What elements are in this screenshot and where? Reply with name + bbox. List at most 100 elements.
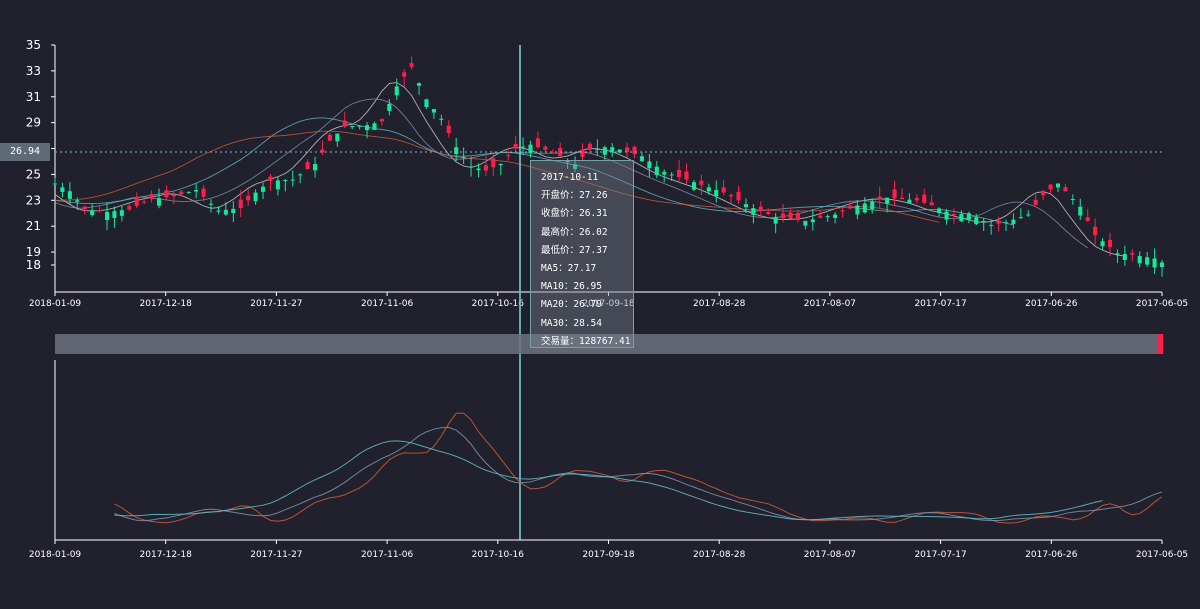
candle-body — [431, 109, 436, 113]
candle-body — [491, 158, 496, 168]
candle-body — [402, 72, 407, 77]
zoom-slider-handle — [1158, 334, 1163, 354]
candle-body — [580, 149, 585, 157]
tooltip-ma20: MA20：26.79 — [541, 299, 602, 311]
x-tick-label: 2017-09-18 — [582, 299, 635, 309]
candle-body — [751, 208, 756, 215]
candle-body — [803, 221, 808, 226]
candle-body — [937, 208, 942, 214]
lower-x-tick-label: 2017-11-27 — [250, 550, 302, 560]
candle-body — [959, 213, 964, 222]
candle-body — [342, 120, 347, 127]
candle-body — [714, 189, 719, 197]
candle-body — [1063, 187, 1068, 192]
candle-body — [699, 180, 704, 185]
lower-x-tick-label: 2018-01-09 — [29, 550, 82, 560]
candle-body — [996, 220, 1001, 224]
crosshair-price-label: 26.94 — [0, 143, 50, 161]
candle-body — [379, 119, 384, 122]
candle-body — [1100, 241, 1105, 247]
candle-body — [1159, 262, 1165, 267]
candle-body — [305, 162, 310, 170]
candle-body — [446, 125, 451, 133]
ma20-line — [54, 117, 1014, 226]
candle-body — [677, 169, 682, 177]
candle-body — [350, 126, 355, 128]
tooltip-ma5: MA5：27.17 — [541, 262, 597, 274]
x-tick-label: 2017-06-05 — [1136, 299, 1188, 309]
candle-body — [922, 194, 927, 203]
candle-body — [1145, 257, 1150, 265]
x-tick-label: 2017-11-27 — [250, 299, 302, 309]
candle-body — [1003, 222, 1009, 224]
candle-body — [1085, 217, 1090, 221]
y-tick-label: 29 — [26, 116, 41, 130]
candle-body — [97, 209, 102, 212]
candle-body — [684, 171, 689, 180]
candle-body — [1055, 183, 1061, 188]
candle-body — [275, 180, 280, 190]
lower-x-tick-label: 2017-06-05 — [1136, 550, 1188, 560]
candle-body — [833, 214, 838, 218]
lower-x-tick-label: 2017-11-06 — [361, 550, 414, 560]
y-tick-label: 31 — [26, 90, 41, 104]
candle-body — [238, 199, 243, 209]
candle-body — [186, 192, 191, 194]
tooltip-high: 最高价：26.02 — [541, 226, 608, 238]
candle-body — [142, 201, 147, 203]
candle-body — [476, 168, 481, 171]
candle-body — [260, 186, 266, 192]
candle-body — [662, 171, 667, 175]
candle-body — [521, 146, 526, 148]
candle-body — [417, 83, 422, 86]
candle-body — [90, 210, 95, 216]
candle-body — [372, 123, 377, 130]
candle-body — [82, 206, 87, 210]
candle-body — [283, 180, 288, 182]
candle-body — [885, 197, 890, 204]
candle-body — [855, 205, 860, 215]
candle-body — [788, 212, 793, 220]
candle-body — [877, 196, 882, 200]
candle-body — [67, 191, 72, 199]
x-tick-label: 2017-07-17 — [914, 299, 966, 309]
candle-body — [899, 197, 905, 199]
candle-body — [781, 213, 786, 219]
candle-body — [461, 156, 466, 158]
candle-body — [424, 99, 429, 107]
candle-body — [550, 152, 555, 154]
candle-body — [669, 174, 674, 176]
candle-body — [253, 192, 258, 202]
candle-body — [981, 221, 986, 223]
candle-body — [290, 179, 295, 181]
candle-body — [595, 148, 600, 151]
candle-body — [610, 147, 615, 152]
tooltip-volume: 交易量：128767.41 — [541, 335, 631, 347]
lower-x-tick-label: 2017-06-26 — [1025, 550, 1078, 560]
candle-body — [632, 146, 637, 155]
lower-x-tick-label: 2017-08-07 — [804, 550, 856, 560]
candle-body — [810, 219, 815, 223]
candle-body — [951, 213, 957, 215]
candle-body — [1122, 254, 1127, 260]
candle-body — [1078, 206, 1083, 216]
candle-body — [357, 125, 362, 127]
y-tick-label: 35 — [26, 38, 41, 52]
candle-body — [625, 147, 630, 152]
candle-body — [104, 211, 110, 221]
x-tick-label: 2018-01-09 — [29, 299, 82, 309]
candle-body — [469, 166, 474, 168]
candle-body — [528, 144, 533, 153]
tooltip-ma30: MA30：28.54 — [541, 317, 602, 329]
candle-body — [127, 206, 132, 210]
candle-body — [1093, 226, 1098, 236]
x-tick-label: 2017-11-06 — [361, 299, 414, 309]
candle-body — [394, 86, 399, 96]
candle-body — [1107, 239, 1113, 248]
candle-body — [944, 211, 949, 220]
candle-body — [647, 161, 652, 169]
candle-body — [907, 199, 912, 204]
candle-body — [498, 164, 503, 166]
y-tick-label: 21 — [26, 219, 41, 233]
